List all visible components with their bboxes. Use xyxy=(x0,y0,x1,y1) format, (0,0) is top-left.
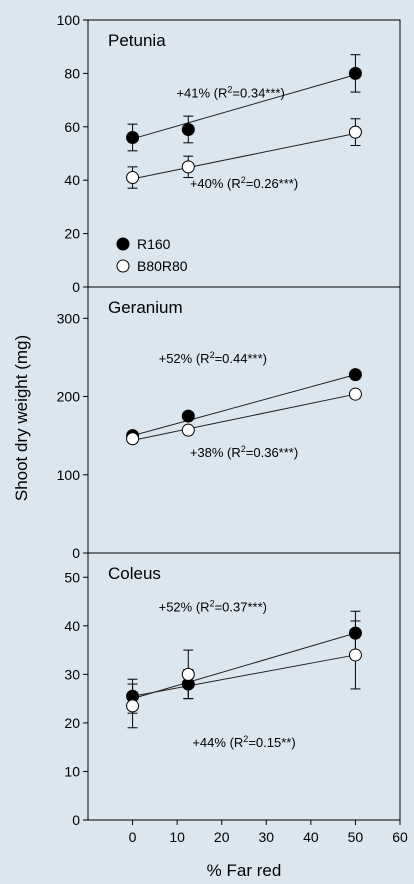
data-point-r160 xyxy=(348,66,362,80)
panel-title: Coleus xyxy=(108,564,161,583)
data-point-b80r80 xyxy=(181,423,195,437)
y-axis-label: Shoot dry weight (mg) xyxy=(12,335,31,501)
data-point-b80r80 xyxy=(126,699,140,713)
data-point-r160 xyxy=(348,626,362,640)
regression-line xyxy=(132,132,356,180)
y-tick-label: 300 xyxy=(57,310,81,326)
data-point-r160 xyxy=(181,409,195,423)
x-tick-label: 10 xyxy=(169,829,185,845)
legend-marker xyxy=(116,259,130,273)
y-tick-label: 0 xyxy=(72,279,80,295)
regression-line xyxy=(132,632,356,700)
y-tick-label: 100 xyxy=(57,467,81,483)
y-tick-label: 200 xyxy=(57,389,81,405)
x-axis: 0 10 20 30 40 50 60 xyxy=(129,820,408,845)
y-tick-label: 100 xyxy=(57,12,81,28)
panel-title: Geranium xyxy=(108,298,183,317)
data-point-b80r80 xyxy=(181,160,195,174)
data-point-b80r80 xyxy=(126,171,140,185)
x-tick-label: 30 xyxy=(258,829,274,845)
regression-line xyxy=(132,393,356,441)
y-tick-label: 10 xyxy=(64,763,80,779)
fit-annotation: +52% (R2=0.44***) xyxy=(159,350,267,366)
legend-marker xyxy=(116,237,130,251)
x-tick-label: 20 xyxy=(214,829,230,845)
y-tick-label: 0 xyxy=(72,812,80,828)
regression-line xyxy=(132,74,356,140)
legend-label: B80R80 xyxy=(137,258,188,274)
y-tick-label: 30 xyxy=(64,666,80,682)
panel-coleus: 0 10 20 30 40 50 Coleus +52% (R2=0.37***) +44% (… xyxy=(64,552,401,828)
x-tick-label: 40 xyxy=(303,829,319,845)
y-tick-label: 0 xyxy=(72,545,80,561)
y-tick-label: 20 xyxy=(64,226,80,242)
data-point-r160 xyxy=(348,368,362,382)
x-tick-label: 60 xyxy=(392,829,408,845)
y-tick-label: 80 xyxy=(64,65,80,81)
fit-annotation: +38% (R2=0.36***) xyxy=(190,444,298,460)
regression-line xyxy=(132,654,356,697)
fit-annotation: +40% (R2=0.26***) xyxy=(190,175,298,191)
legend: R160 B80R80 xyxy=(116,236,188,274)
fit-annotation: +44% (R2=0.15**) xyxy=(192,734,295,750)
legend-label: R160 xyxy=(137,236,171,252)
y-tick-label: 40 xyxy=(64,618,80,634)
y-tick-label: 40 xyxy=(64,172,80,188)
data-point-b80r80 xyxy=(348,125,362,139)
y-tick-label: 20 xyxy=(64,715,80,731)
x-axis-label: % Far red xyxy=(207,861,282,880)
y-tick-label: 50 xyxy=(64,569,80,585)
data-point-b80r80 xyxy=(181,667,195,681)
panel-geranium: 0 100 200 300 Geranium +52% (R2=0.44***) +38% … xyxy=(57,286,401,561)
fit-annotation: +52% (R2=0.37***) xyxy=(159,598,267,614)
plot-frame xyxy=(87,552,401,821)
data-point-b80r80 xyxy=(126,432,140,446)
y-tick-label: 60 xyxy=(64,119,80,135)
panel-petunia: 0 20 40 60 80 100 Petunia +41% (R2=0.34***) +40%… xyxy=(57,12,401,295)
data-point-b80r80 xyxy=(348,648,362,662)
regression-line xyxy=(132,374,356,437)
fit-annotation: +41% (R2=0.34***) xyxy=(176,84,284,100)
data-point-r160 xyxy=(181,122,195,136)
panel-title: Petunia xyxy=(108,31,166,50)
x-tick-label: 0 xyxy=(129,829,137,845)
data-point-b80r80 xyxy=(348,387,362,401)
data-point-r160 xyxy=(126,130,140,144)
x-tick-label: 50 xyxy=(348,829,364,845)
